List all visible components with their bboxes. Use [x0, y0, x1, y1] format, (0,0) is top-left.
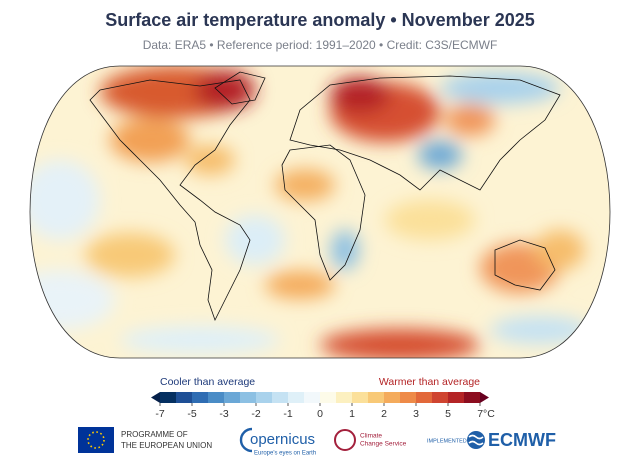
map-border — [29, 65, 611, 359]
colorbar-segment — [224, 392, 241, 403]
colorbar-tick-label: -3 — [219, 408, 228, 420]
colorbar: Cooler than average Warmer than average … — [151, 376, 495, 420]
colorbar-segment — [240, 392, 257, 403]
eu-stars — [87, 431, 105, 449]
colorbar-segment — [160, 392, 177, 403]
logos: PROGRAMME OF THE EUROPEAN UNION opernicu… — [78, 427, 556, 457]
colorbar-over — [480, 392, 489, 403]
colorbar-segment — [288, 392, 305, 403]
eu-flag — [78, 427, 114, 453]
colorbar-segment — [352, 392, 369, 403]
colorbar-segment — [336, 392, 353, 403]
colorbar-tick-label: -1 — [283, 408, 292, 420]
copernicus-tagline: Europe's eyes on Earth — [254, 451, 316, 457]
colorbar-tick-label: -2 — [251, 408, 260, 420]
colorbar-under — [151, 392, 160, 403]
eu-text: PROGRAMME OF — [121, 430, 188, 439]
colorbar-segment — [320, 392, 337, 403]
colorbar-tick-label: 0 — [317, 408, 323, 420]
ecmwf-waves — [468, 434, 484, 446]
subtitle: Data: ERA5 • Reference period: 1991–2020… — [143, 38, 498, 52]
colorbar-segment — [416, 392, 433, 403]
colorbar-segment — [368, 392, 385, 403]
coastlines — [89, 71, 561, 322]
warmer-label: Warmer than average — [379, 376, 480, 388]
map — [30, 66, 610, 358]
implemented-by: IMPLEMENTED BY — [427, 438, 476, 444]
ecmwf-icon — [467, 431, 485, 449]
colorbar-tick-label: 2 — [381, 408, 387, 420]
colorbar-tick-label: 1 — [349, 408, 355, 420]
colorbar-segment — [432, 392, 449, 403]
colorbar-segment — [256, 392, 273, 403]
colorbar-tick-label: -5 — [187, 408, 196, 420]
c3s-text: Change Service — [360, 441, 407, 448]
copernicus-name: opernicus — [250, 431, 315, 448]
colorbar-segment — [272, 392, 289, 403]
colorbar-tick-label: 3 — [413, 408, 419, 420]
colorbar-tick-label: -7 — [155, 408, 164, 420]
colorbar-tick-label: 5 — [445, 408, 451, 420]
eu-text: THE EUROPEAN UNION — [121, 441, 212, 450]
colorbar-tick-label: 7°C — [477, 408, 495, 420]
c3s-text: Climate — [360, 433, 382, 440]
colorbar-segment — [448, 392, 465, 403]
colorbar-segment — [304, 392, 321, 403]
colorbar-segment — [176, 392, 193, 403]
c3s-icon — [334, 429, 356, 451]
cooler-label: Cooler than average — [160, 376, 255, 388]
colorbar-segment — [192, 392, 209, 403]
colorbar-segment — [400, 392, 417, 403]
colorbar-segment — [384, 392, 401, 403]
colorbar-segment — [464, 392, 481, 403]
copernicus-c — [239, 427, 253, 453]
colorbar-segment — [208, 392, 225, 403]
title: Surface air temperature anomaly • Novemb… — [105, 10, 535, 30]
ecmwf-name: ECMWF — [488, 430, 556, 450]
